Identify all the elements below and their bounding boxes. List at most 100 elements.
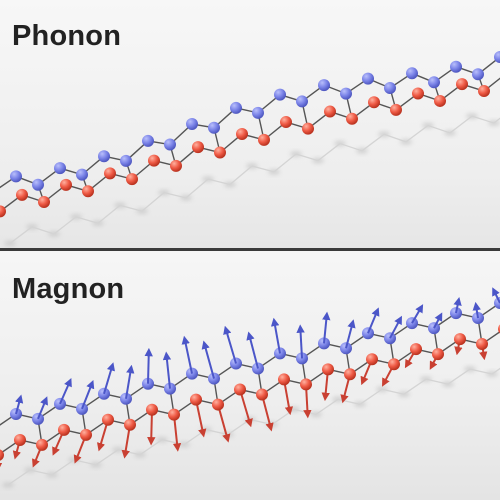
bond-shadow <box>383 133 407 143</box>
blue-atom <box>406 317 418 330</box>
red-atom <box>170 159 182 172</box>
spin-arrow-up <box>162 351 172 389</box>
bond-shadow <box>271 408 295 426</box>
red-atom <box>148 154 160 167</box>
spin-arrow-up <box>472 301 481 319</box>
spin-arrow-up <box>223 325 237 364</box>
phonon-panel: Phonon <box>0 0 500 248</box>
spin-arrow-up <box>103 362 116 395</box>
red-atom <box>256 388 268 401</box>
blue-atom <box>296 95 308 108</box>
bond-shadow <box>427 124 451 134</box>
red-atom <box>80 428 92 441</box>
blue-atom <box>450 307 462 320</box>
blue-atom <box>76 168 88 181</box>
blue-atom <box>54 162 66 175</box>
bond-shadow <box>295 153 319 162</box>
spin-arrow-up <box>144 347 153 384</box>
red-atom <box>344 368 356 381</box>
bond-shadow <box>405 124 429 143</box>
spin-arrow-up <box>59 378 72 405</box>
blue-atom <box>318 79 330 92</box>
phonon-title: Phonon <box>12 20 122 52</box>
blue-atom <box>252 106 264 119</box>
bond-shadow <box>53 216 77 235</box>
spin-arrow-up <box>125 364 135 399</box>
red-atom <box>454 333 466 346</box>
red-atom <box>0 205 6 218</box>
red-atom <box>234 383 246 396</box>
red-atom <box>412 87 424 100</box>
bond-shadow <box>339 142 363 152</box>
bond-shadow <box>141 192 165 212</box>
red-atom <box>300 378 312 391</box>
phonon-diagram <box>0 50 500 247</box>
red-atom <box>38 196 50 209</box>
spin-arrow-up <box>433 312 443 329</box>
red-atom <box>324 105 336 118</box>
spin-arrow-up <box>270 317 281 354</box>
red-atom <box>434 94 446 107</box>
red-atom <box>102 413 114 426</box>
red-atom <box>258 133 270 146</box>
bond-shadow <box>9 226 33 244</box>
bond-shadow <box>75 216 99 224</box>
bond-shadow <box>317 143 341 162</box>
red-atom <box>280 116 292 129</box>
blue-atom <box>450 60 462 73</box>
bond-shadow <box>119 204 143 212</box>
bond-shadow <box>251 165 275 173</box>
blue-atom <box>208 121 220 134</box>
red-atom <box>36 438 48 451</box>
bond-shadow <box>469 368 493 375</box>
bond-shadow <box>227 418 251 436</box>
bond-shadow <box>403 378 427 395</box>
red-atom <box>432 348 444 361</box>
red-atom <box>190 393 202 406</box>
spin-arrow-up <box>367 307 380 334</box>
red-atom <box>82 185 94 198</box>
bond-shadow <box>425 378 449 385</box>
bond-shadow <box>471 115 495 124</box>
bond-shadow <box>185 178 209 199</box>
blue-atom <box>362 72 374 85</box>
red-atom <box>126 173 138 186</box>
blue-atom <box>142 134 154 147</box>
red-atom <box>214 146 226 159</box>
red-atom <box>390 103 402 116</box>
spin-arrow-up <box>492 287 500 304</box>
blue-atom <box>10 407 22 420</box>
red-atom <box>302 122 314 135</box>
panel-divider <box>0 248 500 251</box>
blue-atom <box>120 154 132 167</box>
blue-atom <box>472 68 484 81</box>
bond-shadow <box>381 388 405 395</box>
blue-atom <box>186 367 198 380</box>
red-atom <box>410 343 422 356</box>
red-atom <box>456 78 468 91</box>
bond-shadow <box>315 398 339 415</box>
blue-atom <box>340 87 352 100</box>
bond-shadow <box>29 469 53 476</box>
blue-atom <box>472 312 484 325</box>
bond-shadow <box>493 117 500 124</box>
red-atom <box>58 423 70 436</box>
bond-shadow <box>447 368 471 385</box>
bond-shadow <box>491 367 500 375</box>
red-atom <box>0 449 4 461</box>
blue-atom <box>164 138 176 151</box>
blue-atom <box>406 67 418 80</box>
red-atom <box>124 418 136 431</box>
bond-shadow <box>361 133 385 152</box>
blue-atom <box>318 337 330 350</box>
spin-arrow-up <box>411 304 424 324</box>
red-atom <box>16 188 28 201</box>
bond-shadow <box>207 178 231 186</box>
red-atom <box>236 128 248 141</box>
spin-arrow-up <box>81 379 95 410</box>
red-atom <box>278 373 290 386</box>
bond-shadow <box>51 459 75 476</box>
bond-shadow <box>95 449 119 466</box>
bond-shadow <box>359 388 383 405</box>
blue-atom <box>340 342 352 355</box>
